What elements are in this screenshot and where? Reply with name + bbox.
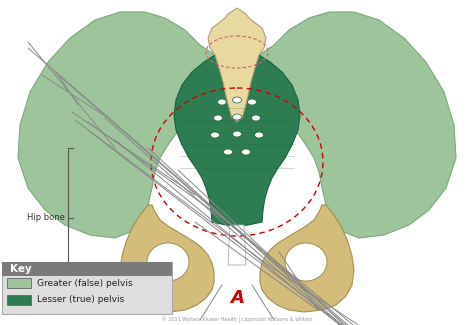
Text: Greater (false) pelvis: Greater (false) pelvis [37, 279, 133, 288]
Ellipse shape [285, 243, 327, 281]
Polygon shape [228, 225, 246, 265]
Polygon shape [18, 12, 215, 238]
Ellipse shape [247, 99, 256, 105]
Text: © 2011 Wolters Kluwer Health | Lippincott Williams & Wilkins: © 2011 Wolters Kluwer Health | Lippincot… [162, 317, 312, 323]
Ellipse shape [218, 99, 227, 105]
Ellipse shape [210, 132, 219, 138]
FancyBboxPatch shape [7, 295, 31, 305]
Text: Lesser (true) pelvis: Lesser (true) pelvis [37, 295, 124, 305]
Ellipse shape [147, 243, 189, 281]
FancyBboxPatch shape [2, 262, 172, 276]
Polygon shape [208, 8, 266, 122]
Ellipse shape [241, 149, 250, 155]
Ellipse shape [233, 97, 241, 103]
Text: A: A [230, 289, 244, 307]
Polygon shape [260, 205, 354, 312]
Ellipse shape [233, 131, 241, 137]
Ellipse shape [255, 132, 264, 138]
Polygon shape [120, 205, 214, 312]
Ellipse shape [233, 114, 241, 120]
Ellipse shape [224, 149, 233, 155]
Text: Hip bone: Hip bone [27, 214, 65, 223]
FancyBboxPatch shape [2, 262, 172, 314]
Text: Key: Key [10, 264, 32, 274]
FancyBboxPatch shape [7, 278, 31, 288]
Ellipse shape [252, 115, 261, 121]
Ellipse shape [213, 115, 222, 121]
Polygon shape [174, 55, 300, 226]
Polygon shape [259, 12, 456, 238]
